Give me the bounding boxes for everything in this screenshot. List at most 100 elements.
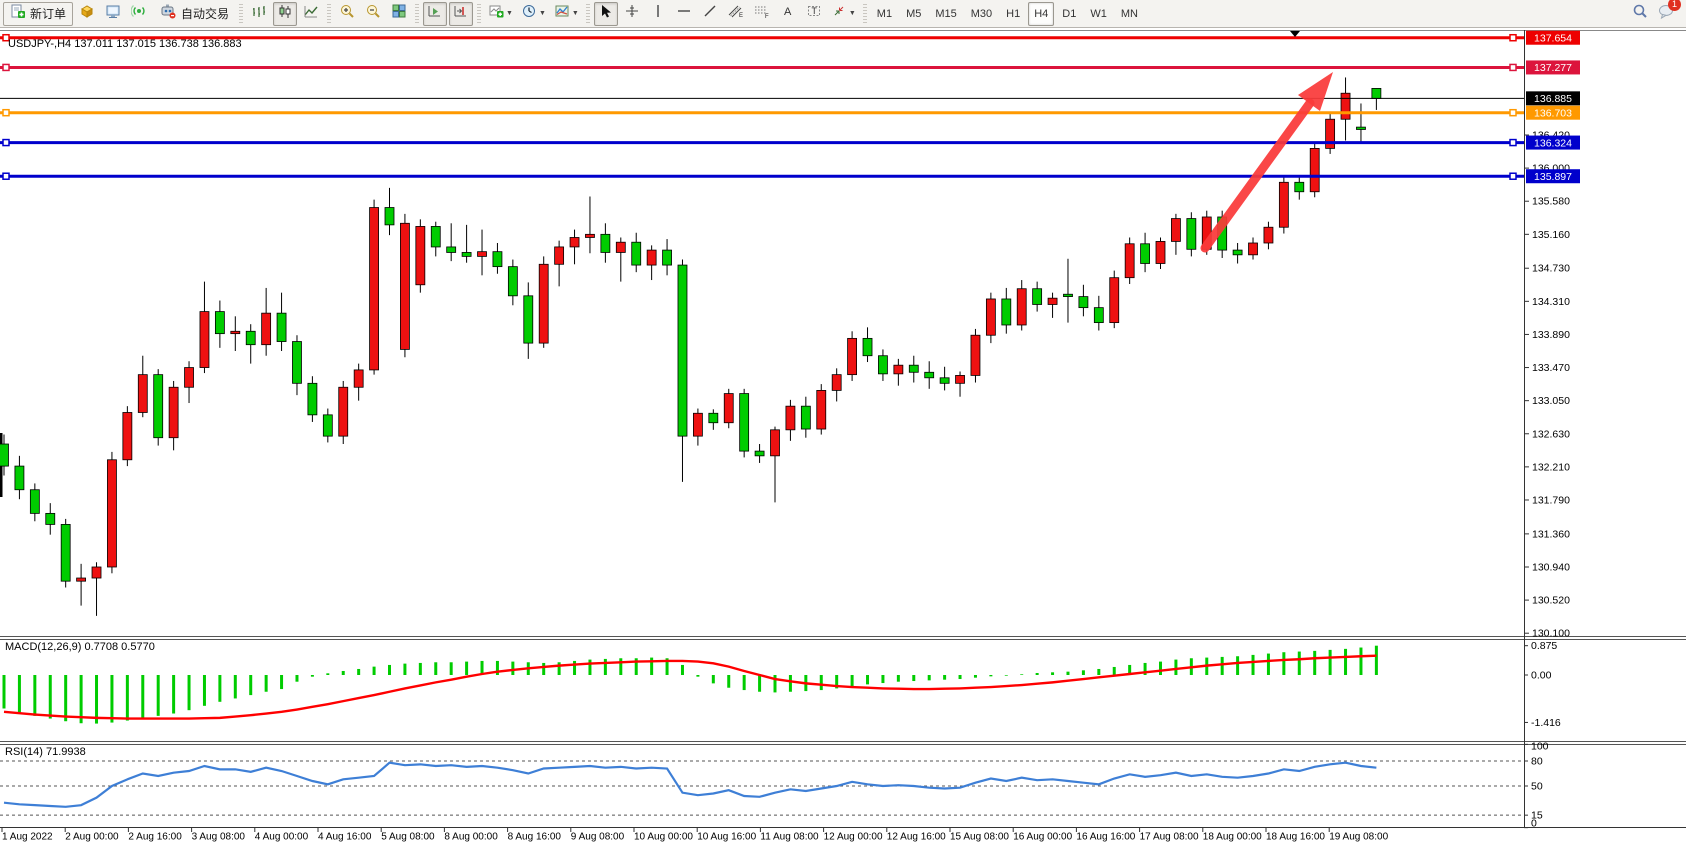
new-order-label: 新订单 [30,7,67,21]
auto-trading-button[interactable]: 自动交易 [153,2,235,26]
timeframe-button-w1[interactable]: W1 [1090,7,1107,20]
line-handle[interactable] [1509,108,1517,117]
candle-body [91,566,102,579]
signals-button[interactable] [127,2,151,26]
text-label-icon: T [806,3,822,24]
price-tick-label: 133.050 [1532,395,1570,407]
line-handle[interactable] [1509,33,1517,42]
quotes-button[interactable] [75,2,99,26]
price-tick-label: 135.160 [1532,229,1570,241]
price-tick-label: 131.360 [1532,528,1570,540]
candle-body [1248,242,1258,256]
candle-body [754,450,765,457]
candle-body [554,246,565,265]
candle-body [1047,297,1058,305]
cursor-tool-button[interactable] [593,1,618,26]
auto-scroll-button[interactable] [423,1,448,26]
line-handle[interactable] [2,172,10,180]
templates-button[interactable]: ▼ [551,2,582,26]
macd-signal-line [3,654,1377,720]
line-handle[interactable] [1509,138,1517,147]
tile-windows-button[interactable] [387,2,411,26]
timeframe-button-m15[interactable]: M15 [935,7,957,20]
rsi-line [3,761,1377,808]
chart-area[interactable]: 136.420 136.000 135.580 135.160 134.730 134.3… [0,28,1686,842]
time-tick-label: 3 Aug 08:00 [192,832,246,842]
candle-body [214,311,225,335]
bar-chart-button[interactable] [247,2,271,26]
candle-body [1356,126,1366,130]
trend-arrow-head[interactable] [1298,72,1333,111]
horizontal-line-tool-button[interactable] [672,2,696,26]
crosshair-tool-button[interactable] [620,2,644,26]
toolbar-grip [477,3,482,24]
time-tick-label: 10 Aug 00:00 [634,832,693,842]
candlestick-icon [277,3,293,24]
price-line-label-text: 137.277 [1534,62,1572,74]
toolbar-grip [327,3,332,24]
svg-text:T: T [811,6,817,16]
candle-body [353,369,364,388]
candle-body [585,233,595,238]
text-tool-button[interactable]: A [776,2,800,26]
timeframe-button-mn[interactable]: MN [1120,7,1138,20]
candle-body [107,459,117,568]
price-line-label-text: 136.885 [1534,93,1572,105]
timeframe-button-m5[interactable]: M5 [906,7,922,20]
vertical-line-tool-button[interactable] [646,2,670,26]
time-tick-label: 4 Aug 00:00 [255,832,309,842]
vertical-line-icon [650,3,666,24]
line-handle[interactable] [1509,172,1517,180]
candle-body [908,364,919,373]
object-anchor-marker[interactable] [1290,31,1300,37]
trend-arrow-annotation[interactable] [1200,98,1315,253]
notifications-button[interactable]: 1 [1654,0,1681,26]
chart-shift-button[interactable] [449,1,474,26]
price-line-label [1526,30,1580,45]
trendline-tool-button[interactable] [698,2,722,26]
search-icon [1631,2,1649,25]
candle-body [1294,181,1305,193]
candle-body [292,341,302,384]
line-handle[interactable] [2,63,10,72]
line-handle[interactable] [2,108,10,117]
price-tick-label: 130.940 [1532,561,1570,573]
candle-body [1340,92,1351,120]
zoom-out-button[interactable] [361,2,385,26]
candle-body [507,266,518,297]
price-tick-label: 130.100 [1532,628,1570,640]
timeframe-button-d1[interactable]: D1 [1062,7,1077,20]
candle-body [261,312,272,346]
timeframe-button-h4[interactable]: H4 [1028,1,1055,26]
candle-body [523,295,534,344]
arrows-tool-button[interactable]: ▼ [828,2,859,26]
svg-text:E: E [739,13,743,19]
candle-body [831,374,842,391]
text-label-tool-button[interactable]: T [802,2,826,26]
tile-windows-icon [391,3,407,24]
zoom-in-button[interactable] [335,2,359,26]
time-tick-label: 15 Aug 08:00 [950,832,1009,842]
fibonacci-tool-button[interactable]: F [750,2,774,26]
equidistant-channel-tool-button[interactable]: E [724,2,748,26]
candle-body [307,382,318,416]
timeframe-button-h1[interactable]: H1 [1006,7,1021,20]
chart-canvas[interactable]: 136.420136.000135.580135.160134.730134.3… [0,28,1686,842]
svg-text:A: A [784,6,792,18]
periods-button[interactable]: ▼ [518,2,549,26]
timeframe-button-m1[interactable]: M1 [876,7,893,20]
timeframe-button-m30[interactable]: M30 [970,7,993,20]
line-handle[interactable] [2,33,10,42]
new-order-button[interactable]: 新订单 [3,1,74,26]
line-chart-button[interactable] [299,2,323,26]
market-watch-button[interactable] [101,2,125,26]
rsi-indicator-label: RSI(14) 71.9938 [5,746,86,758]
candle-body [14,465,25,491]
line-handle[interactable] [2,138,10,147]
line-handle[interactable] [1509,63,1517,72]
macd-tick-label: 0.875 [1531,640,1557,652]
candlestick-chart-button[interactable] [273,1,298,26]
search-button[interactable] [1628,2,1652,26]
cursor-icon [598,3,614,24]
indicators-button[interactable]: ▼ [485,2,516,26]
